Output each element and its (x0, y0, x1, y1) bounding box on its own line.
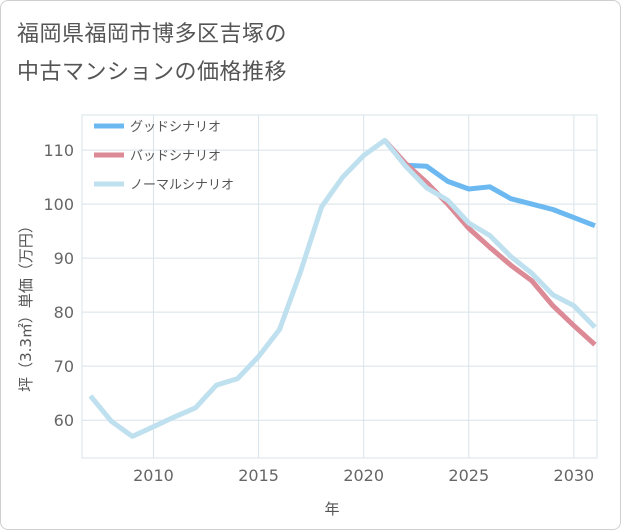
legend-label-1: バッドシナリオ (130, 149, 221, 164)
series-line-2 (88, 137, 597, 439)
y-tick-label: 110 (43, 141, 74, 160)
grid-lines (81, 114, 598, 459)
x-tick-label: 2010 (133, 466, 174, 485)
series-lines (88, 137, 597, 439)
legend-label-0: グッドシナリオ (130, 120, 221, 135)
y-axis-label: 坪（3.3㎡）単価（万円） (17, 218, 35, 392)
legend-label-2: ノーマルシナリオ (130, 178, 234, 193)
x-axis-label: 年 (324, 500, 339, 518)
x-tick-label: 2015 (238, 466, 279, 485)
x-tick-labels: 2010 2015 2020 2025 2030 (133, 466, 594, 485)
x-tick-label: 2030 (554, 466, 595, 485)
x-tick-label: 2025 (448, 466, 489, 485)
y-tick-label: 70 (54, 357, 74, 376)
x-tick-label: 2020 (343, 466, 384, 485)
chart-title-line2: 中古マンションの価格推移 (17, 60, 288, 85)
y-tick-labels: 60 70 80 90 100 110 (43, 141, 74, 430)
y-tick-label: 60 (54, 411, 74, 430)
y-tick-label: 90 (54, 249, 74, 268)
y-tick-label: 100 (43, 195, 74, 214)
plot-area (81, 114, 598, 459)
series-line-1 (382, 138, 597, 347)
series-line-0 (382, 138, 596, 229)
chart-title-line1: 福岡県福岡市博多区吉塚の (17, 22, 288, 47)
y-tick-label: 80 (54, 303, 74, 322)
